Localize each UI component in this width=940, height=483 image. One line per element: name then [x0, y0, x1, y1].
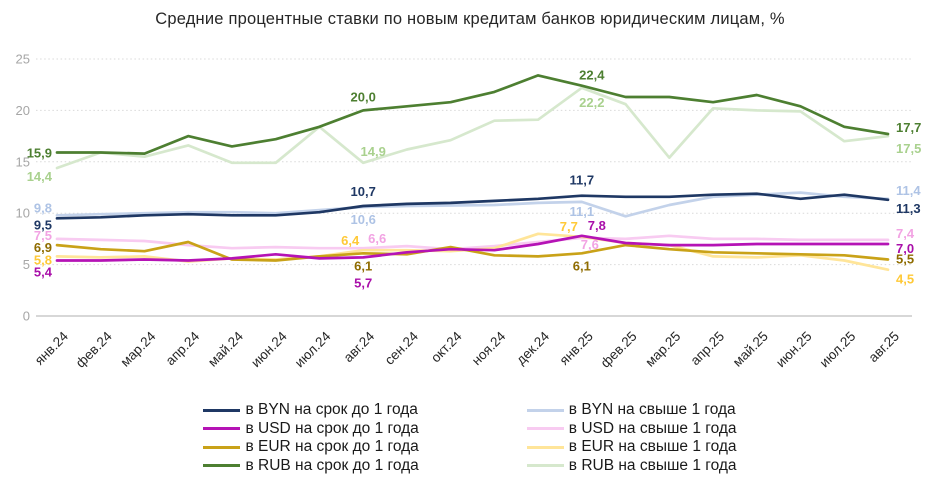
- x-tick-label: апр.25: [688, 329, 728, 369]
- x-tick-label: дек.24: [513, 328, 552, 367]
- data-label: 22,2: [579, 95, 604, 110]
- x-tick-label: июн.24: [248, 328, 290, 370]
- y-tick-label: 5: [23, 257, 30, 272]
- x-tick-label: ноя.24: [469, 328, 509, 368]
- x-axis-labels: янв.24 фев.24 мар.24 апр.24 май.24 июн.24 июл.…: [32, 328, 902, 370]
- x-tick-label: окт.24: [428, 328, 465, 365]
- y-axis-labels: 0 5 10 15 20 25: [16, 52, 30, 324]
- series-line-0: [55, 192, 890, 220]
- legend-label: в USD на срок до 1 года: [245, 419, 419, 437]
- x-tick-label: авг.24: [341, 328, 378, 365]
- series-line-1: [55, 191, 890, 218]
- legend-label: в RUB на свыше 1 года: [568, 456, 737, 474]
- legend-label: в RUB на срок до 1 года: [245, 456, 419, 474]
- data-label: 6,9: [34, 240, 52, 255]
- legend-item: в USD на срок до 1 года: [203, 419, 419, 439]
- series-line-6: [55, 74, 890, 155]
- series-line-7: [55, 86, 890, 170]
- data-label: 5,5: [896, 252, 914, 267]
- data-label: 5,7: [354, 275, 372, 290]
- data-label: 10,7: [351, 184, 376, 199]
- legend-label: в EUR на свыше 1 года: [568, 438, 737, 456]
- data-label: 6,4: [341, 233, 360, 248]
- data-label: 11,4: [896, 183, 921, 198]
- legend-swatch: [203, 408, 241, 412]
- legend-swatch: [203, 427, 241, 431]
- legend-item: в BYN на срок до 1 года: [203, 401, 418, 420]
- legend-item: в RUB на свыше 1 года: [526, 456, 737, 476]
- x-tick-label: фев.24: [73, 328, 115, 370]
- data-label: 14,4: [27, 169, 53, 184]
- legend-column: в BYN на свыше 1 года в USD на свыше 1 го…: [526, 401, 737, 476]
- data-label: 7,5: [34, 228, 52, 243]
- data-label: 7,8: [588, 218, 606, 233]
- data-label: 22,4: [579, 68, 605, 83]
- y-tick-label: 20: [16, 103, 30, 118]
- data-label: 20,0: [351, 89, 376, 104]
- chart-title: Средние процентные ставки по новым креди…: [155, 10, 785, 28]
- data-label: 14,9: [361, 144, 386, 159]
- data-label: 11,1: [570, 204, 595, 219]
- y-tick-label: 0: [23, 309, 30, 324]
- legend-label: в USD на свыше 1 года: [568, 419, 737, 437]
- legend-swatch: [526, 445, 564, 449]
- x-tick-label: янв.25: [557, 329, 596, 368]
- legend-swatch: [526, 464, 564, 468]
- legend-item: в EUR на срок до 1 года: [203, 438, 419, 457]
- series-line-4: [55, 240, 890, 262]
- data-label: 11,3: [896, 201, 921, 216]
- x-tick-label: апр.24: [163, 328, 203, 368]
- data-label: 9,8: [34, 200, 52, 215]
- legend-column: в BYN на срок до 1 года в USD на срок до …: [203, 401, 419, 476]
- series-lines: [55, 74, 890, 272]
- legend-swatch: [203, 445, 241, 449]
- data-label: 5,4: [34, 265, 53, 280]
- legend-swatch: [203, 464, 241, 468]
- legend-item: в EUR на свыше 1 года: [526, 438, 737, 457]
- data-label: 7,0: [896, 241, 914, 256]
- legend-item: в RUB на срок до 1 года: [203, 456, 419, 476]
- y-tick-label: 10: [16, 206, 30, 221]
- x-tick-label: июл.25: [817, 329, 859, 371]
- data-label: 6,1: [354, 258, 372, 273]
- data-label: 6,1: [573, 258, 591, 273]
- y-tick-label: 25: [16, 52, 30, 67]
- data-label: 4,5: [896, 272, 914, 287]
- data-label: 6,6: [368, 231, 386, 246]
- series-line-2: [55, 234, 890, 262]
- data-label: 9,5: [34, 217, 52, 232]
- legend-label: в BYN на свыше 1 года: [568, 401, 736, 419]
- x-tick-label: май.24: [205, 328, 246, 369]
- legend-item: в BYN на свыше 1 года: [526, 401, 737, 420]
- x-tick-label: мар.25: [642, 329, 683, 370]
- x-tick-label: май.25: [730, 329, 771, 370]
- x-tick-label: июл.24: [292, 328, 334, 370]
- x-tick-label: фев.25: [598, 329, 640, 371]
- data-labels: 15,9 14,4 9,8 9,57,56,95,85,4 20,0 14,9 10,7 10…: [27, 68, 922, 291]
- data-label: 11,7: [570, 173, 595, 188]
- x-tick-label: сен.24: [382, 328, 422, 368]
- legend-item: в USD на свыше 1 года: [526, 419, 737, 439]
- legend-swatch: [526, 427, 564, 431]
- data-label: 17,7: [896, 120, 921, 135]
- data-label: 7,6: [581, 237, 599, 252]
- chart-legend: в BYN на срок до 1 года в USD на срок до …: [0, 401, 940, 475]
- data-label: 17,5: [896, 141, 921, 156]
- x-tick-label: авг.25: [866, 329, 903, 366]
- x-tick-label: мар.24: [118, 328, 159, 369]
- legend-label: в BYN на срок до 1 года: [245, 401, 418, 419]
- data-label: 7,7: [560, 219, 578, 234]
- line-chart-plot: 0 5 10 15 20 25 янв.24 фев.24 мар.24 апр.24 май.24…: [16, 52, 922, 371]
- y-tick-label: 15: [16, 154, 30, 169]
- legend-label: в EUR на срок до 1 года: [245, 438, 419, 456]
- x-tick-label: июн.25: [773, 329, 815, 371]
- data-label: 10,6: [351, 212, 376, 227]
- x-tick-label: янв.24: [32, 328, 72, 368]
- data-label: 15,9: [27, 146, 52, 161]
- legend-swatch: [526, 408, 564, 412]
- data-label: 5,8: [34, 252, 52, 267]
- data-label: 7,4: [896, 226, 915, 241]
